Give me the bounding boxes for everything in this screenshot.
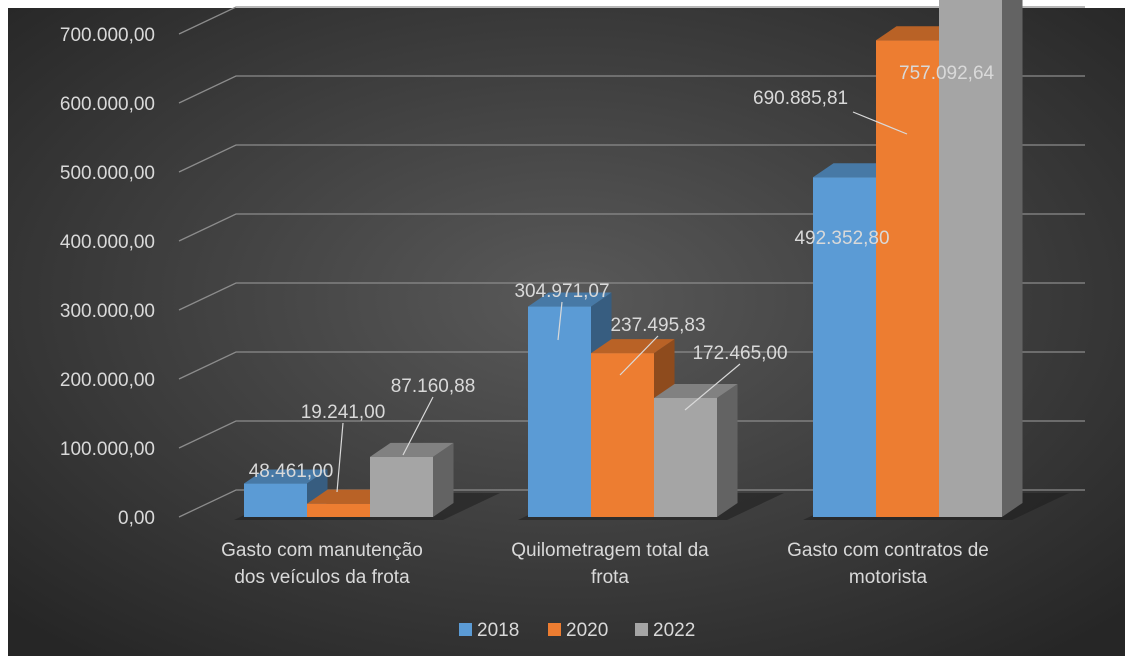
leader-line bbox=[336, 422, 344, 493]
bars bbox=[234, 0, 1069, 520]
bar-2022-0 bbox=[370, 442, 454, 517]
legend-label: 2020 bbox=[566, 620, 608, 641]
data-labels: 48.461,00 304.971,07 492.352,80 19.241,00 23… bbox=[249, 63, 995, 482]
category-label: frota bbox=[591, 567, 629, 588]
gridline bbox=[178, 351, 1085, 380]
leader-lines bbox=[336, 111, 908, 493]
category-label: Gasto com manutenção bbox=[221, 540, 423, 561]
legend-label: 2022 bbox=[653, 620, 695, 641]
data-label: 87.160,88 bbox=[391, 376, 476, 397]
gridline bbox=[178, 420, 1085, 449]
y-tick-label: 300.000,00 bbox=[60, 301, 155, 322]
gridline bbox=[178, 144, 1085, 173]
y-axis-ticks: 0,00 100.000,00 200.000,00 300.000,00 400.00… bbox=[60, 25, 155, 529]
legend-swatch bbox=[459, 623, 472, 636]
gridline bbox=[178, 489, 1085, 518]
data-label: 48.461,00 bbox=[249, 461, 334, 482]
y-tick-label: 200.000,00 bbox=[60, 370, 155, 391]
leader-line bbox=[557, 301, 563, 341]
category-label: Quilometragem total da bbox=[511, 540, 709, 561]
bar-2022-1 bbox=[654, 383, 738, 517]
leader-line bbox=[402, 396, 434, 456]
gridline bbox=[178, 6, 1085, 35]
data-label: 19.241,00 bbox=[301, 402, 386, 423]
data-label: 237.495,83 bbox=[610, 315, 705, 336]
legend-label: 2018 bbox=[477, 620, 519, 641]
y-tick-label: 400.000,00 bbox=[60, 232, 155, 253]
data-label: 690.885,81 bbox=[753, 88, 848, 109]
gridline bbox=[178, 213, 1085, 242]
data-label: 304.971,07 bbox=[514, 281, 609, 302]
category-labels: Gasto com manutenção dos veículos da frot… bbox=[221, 540, 989, 588]
data-label: 757.092,64 bbox=[899, 63, 995, 84]
y-tick-label: 700.000,00 bbox=[60, 25, 155, 46]
gridline bbox=[178, 282, 1085, 311]
y-tick-label: 600.000,00 bbox=[60, 94, 155, 115]
y-tick-label: 500.000,00 bbox=[60, 163, 155, 184]
legend: 2018 2020 2022 bbox=[459, 620, 695, 641]
leader-line bbox=[684, 363, 741, 411]
bar-2022-2 bbox=[939, 0, 1023, 517]
y-tick-label: 0,00 bbox=[118, 508, 155, 529]
y-tick-label: 100.000,00 bbox=[60, 439, 155, 460]
category-label: motorista bbox=[849, 567, 928, 588]
leader-line bbox=[619, 335, 659, 376]
leader-line bbox=[852, 111, 908, 135]
data-label: 172.465,00 bbox=[692, 343, 787, 364]
category-label: dos veículos da frota bbox=[234, 567, 410, 588]
legend-swatch bbox=[548, 623, 561, 636]
category-label: Gasto com contratos de bbox=[787, 540, 989, 561]
gridlines bbox=[178, 6, 1085, 518]
legend-swatch bbox=[635, 623, 648, 636]
gridline bbox=[178, 75, 1085, 104]
data-label: 492.352,80 bbox=[794, 228, 889, 249]
